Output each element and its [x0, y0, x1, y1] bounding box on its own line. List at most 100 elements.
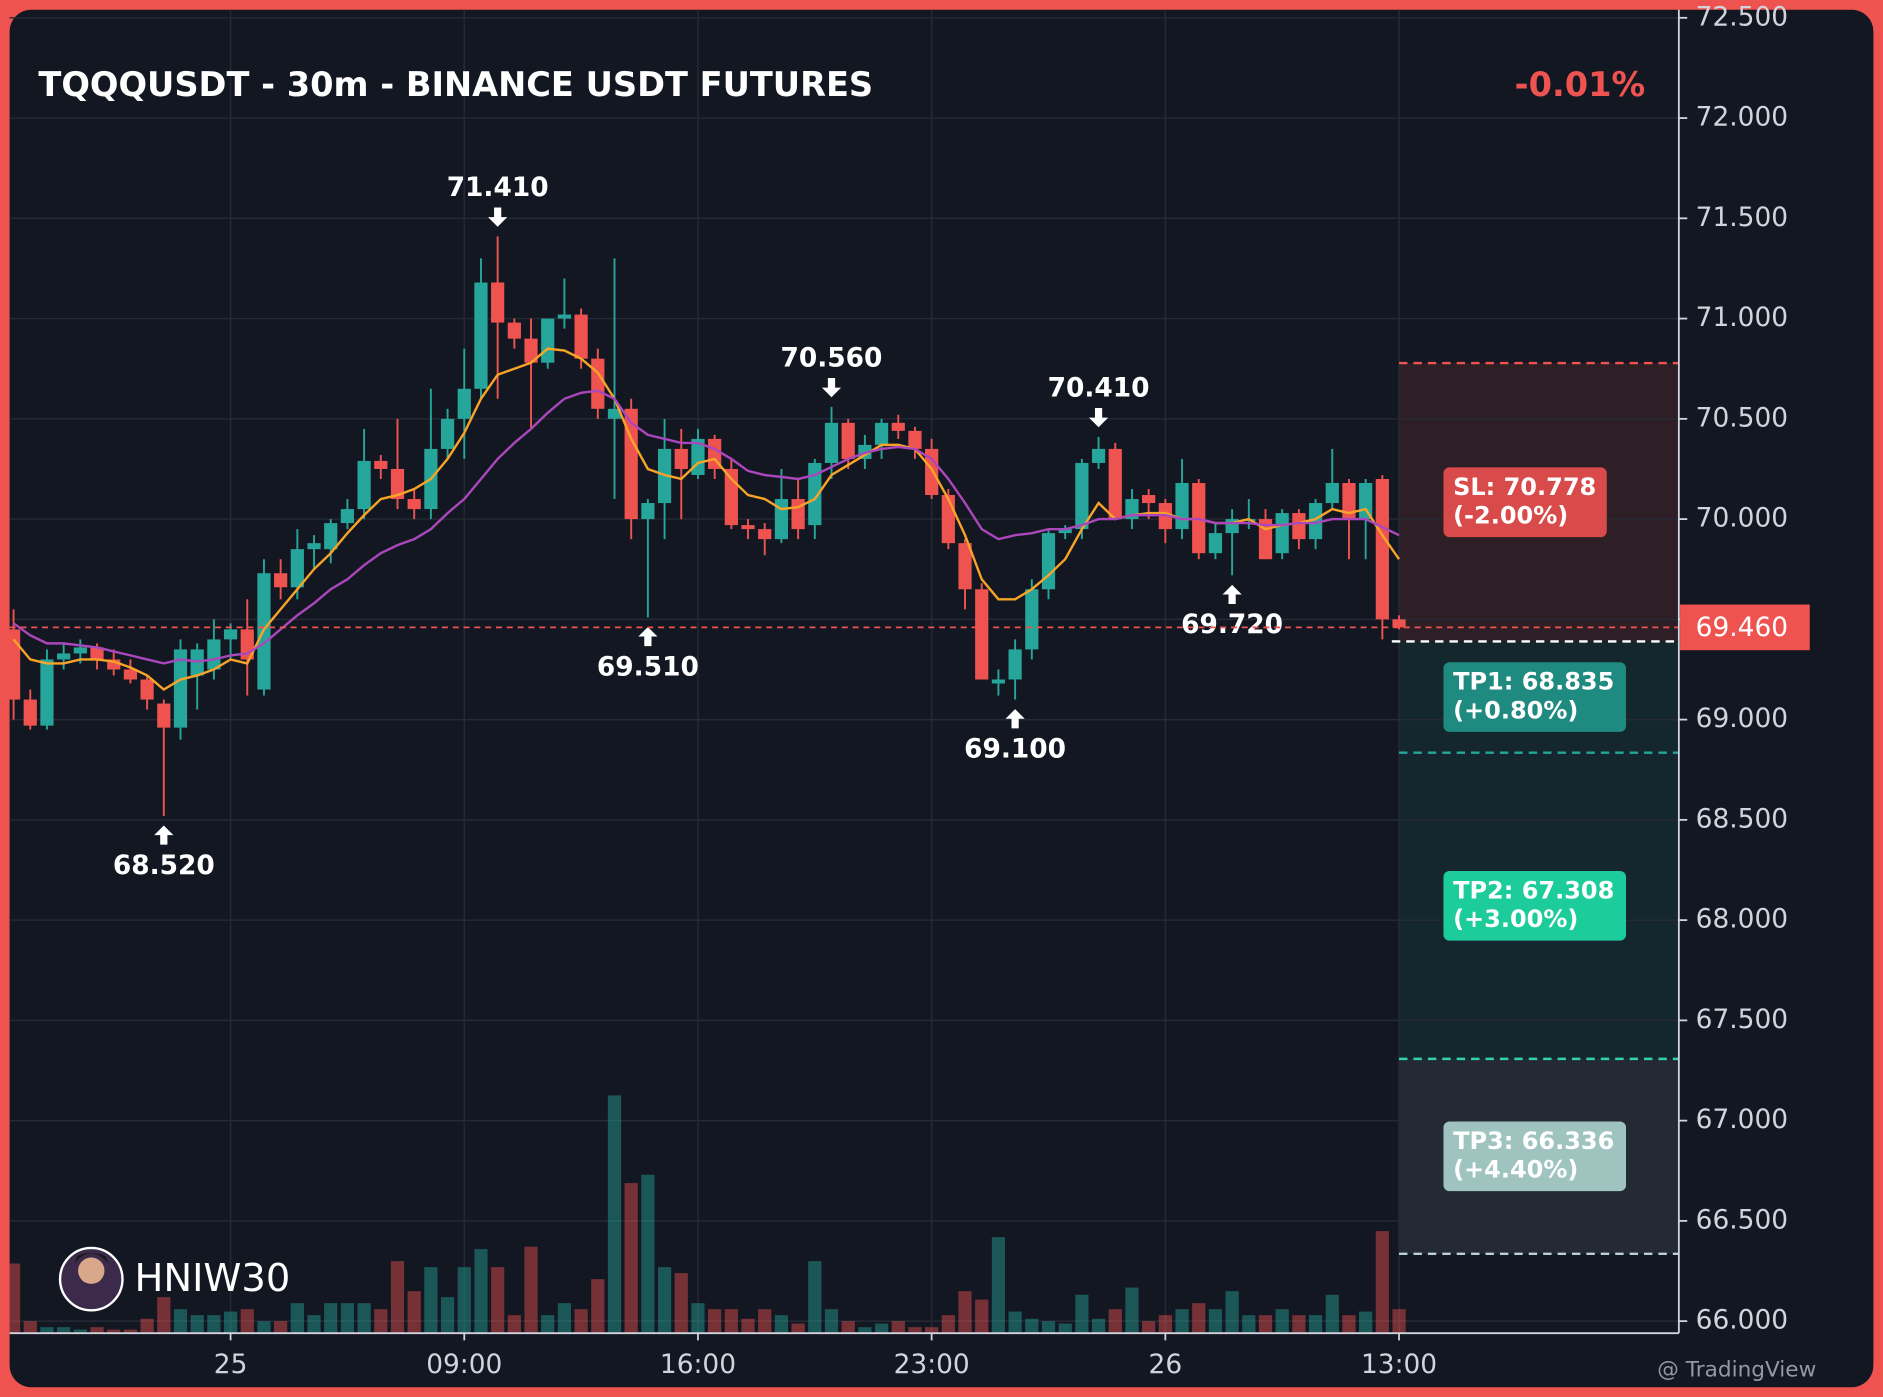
volume-bar	[107, 1329, 121, 1334]
volume-bar	[407, 1291, 421, 1334]
level-label: TP2: 67.308	[1453, 876, 1614, 904]
candle-body	[557, 314, 572, 319]
volume-bar	[6, 1263, 21, 1334]
candle-body	[808, 462, 822, 526]
candle-body	[324, 523, 338, 550]
candle-body	[90, 647, 104, 660]
peak-arrow	[1088, 408, 1109, 428]
volume-bar	[57, 1327, 71, 1334]
candle-body	[941, 495, 955, 544]
candle-body	[1325, 482, 1339, 504]
moving-average	[12, 347, 1401, 691]
volume-bar	[307, 1315, 321, 1334]
candle-body	[1091, 448, 1106, 463]
candle-body	[641, 503, 655, 520]
volume-bar	[874, 1323, 889, 1334]
volume-bar	[541, 1315, 555, 1334]
candle-body	[274, 573, 288, 588]
volume-bar	[390, 1261, 405, 1334]
volume-bar	[691, 1303, 705, 1334]
candle-body	[374, 460, 388, 469]
level-box	[1443, 1121, 1627, 1192]
volume-bar	[457, 1267, 471, 1334]
volume-bar	[1041, 1321, 1056, 1334]
candle-body	[541, 318, 555, 363]
candle-body	[758, 529, 772, 540]
trough-arrow	[638, 626, 658, 647]
volume-bar	[1392, 1309, 1406, 1334]
candle-body	[407, 499, 421, 510]
candle-body	[1175, 482, 1189, 530]
volume-bar	[1258, 1315, 1273, 1334]
peak-label: 70.410	[1048, 372, 1150, 403]
y-tick-label: 67.500	[1696, 1004, 1788, 1035]
candle-body	[357, 460, 371, 510]
volume-bar	[491, 1267, 505, 1334]
volume-bar	[374, 1309, 388, 1334]
candle-body	[140, 679, 154, 700]
candle-body	[57, 653, 71, 660]
y-tick-label: 70.000	[1696, 503, 1788, 534]
volume-bar	[1275, 1309, 1289, 1334]
x-tick-label: 13:00	[1361, 1349, 1437, 1380]
moving-average	[12, 389, 1400, 665]
candle-body	[991, 679, 1006, 684]
volume-bar	[1108, 1309, 1122, 1334]
volume-bar	[1142, 1321, 1156, 1334]
level-box	[1443, 662, 1627, 732]
footer-credit: @ TradingView	[1657, 1357, 1816, 1382]
level-label: SL: 70.778	[1453, 473, 1596, 501]
volume-bar	[1342, 1315, 1356, 1334]
volume-bar	[173, 1309, 188, 1334]
x-tick-label: 26	[1149, 1349, 1183, 1380]
watermark: HNIW30	[135, 1256, 291, 1301]
volume-bar	[607, 1095, 622, 1334]
candle-body	[1108, 448, 1122, 520]
volume-bar	[340, 1303, 355, 1334]
volume-bar	[1308, 1315, 1323, 1334]
candle-body	[524, 338, 538, 363]
candle-body	[1292, 513, 1306, 540]
level-label: TP1: 68.835	[1453, 668, 1614, 696]
candle-body	[290, 549, 304, 588]
x-tick-label: 16:00	[660, 1349, 736, 1380]
volume-bar	[941, 1315, 955, 1334]
volume-bar	[1008, 1311, 1022, 1334]
candle-body	[157, 703, 171, 728]
volume-bar	[1158, 1315, 1172, 1334]
volume-bar	[1091, 1318, 1106, 1334]
volume-bar	[1075, 1294, 1089, 1334]
candle-body	[574, 314, 588, 359]
candle-body	[925, 448, 939, 496]
candle-body	[340, 509, 355, 524]
volume-bar	[1175, 1309, 1189, 1334]
volume-bar	[357, 1303, 371, 1334]
candle-body	[975, 589, 989, 680]
candle-body	[908, 430, 922, 449]
volume-bar	[724, 1309, 738, 1334]
candle-body	[1208, 533, 1223, 554]
candle-body	[1392, 619, 1406, 628]
level-label: TP3: 66.336	[1453, 1127, 1614, 1155]
level-change: (-2.00%)	[1453, 502, 1568, 530]
volume-bar	[891, 1321, 905, 1334]
volume-bar	[290, 1303, 304, 1334]
candle-body	[1041, 533, 1056, 590]
volume-bar	[190, 1315, 204, 1334]
volume-bar	[1325, 1294, 1339, 1334]
volume-bar	[240, 1309, 254, 1334]
volume-bar	[1025, 1318, 1039, 1334]
volume-bar	[1225, 1291, 1239, 1334]
volume-bar	[474, 1249, 488, 1334]
last-price-label: 69.460	[1696, 612, 1788, 643]
volume-bar	[991, 1237, 1006, 1334]
volume-bar	[641, 1174, 655, 1334]
volume-bar	[207, 1315, 221, 1334]
candle-body	[123, 669, 138, 680]
volume-bar	[1242, 1315, 1256, 1334]
avatar-face	[78, 1257, 105, 1284]
y-tick-label: 71.500	[1696, 202, 1788, 233]
y-tick-label: 71.000	[1696, 302, 1788, 333]
volume-bar	[1192, 1303, 1206, 1334]
